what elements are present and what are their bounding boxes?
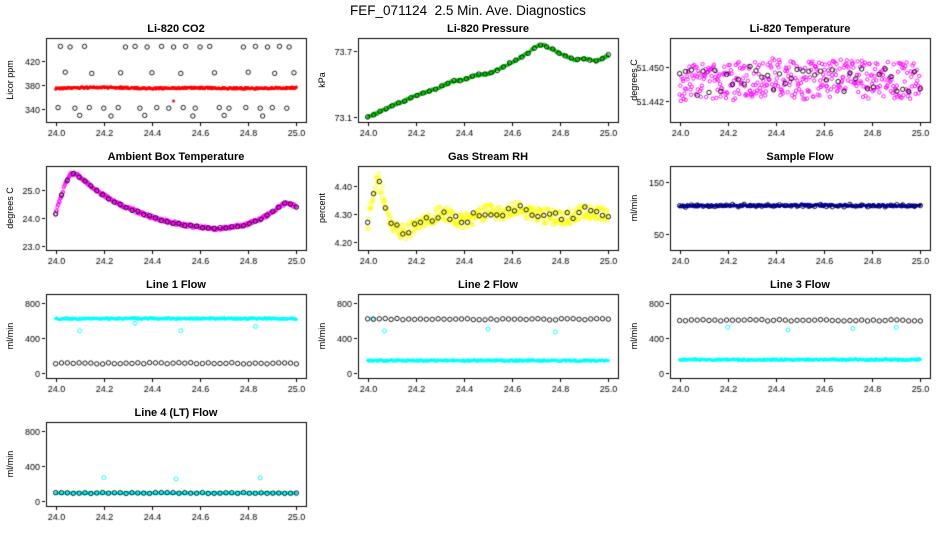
panel-sample-flow: Sample Flow ml/min [624,150,936,278]
plots-grid: Li-820 CO2 Licor ppm Li-820 Pressure kPa… [0,22,936,534]
panel-line1-flow: Line 1 Flow ml/min [0,278,312,406]
line2-flow-plot [312,278,624,406]
li820-co2-plot [0,22,312,150]
empty-cell [312,406,624,534]
empty-cell [624,406,936,534]
li820-temperature-plot [624,22,936,150]
panel-li820-co2: Li-820 CO2 Licor ppm [0,22,312,150]
panel-line3-flow: Line 3 Flow ml/min [624,278,936,406]
panel-li820-temperature: Li-820 Temperature degrees C [624,22,936,150]
panel-line4-lt-flow: Line 4 (LT) Flow ml/min [0,406,312,534]
page-title: FEF_071124 2.5 Min. Ave. Diagnostics [350,3,586,18]
panel-li820-pressure: Li-820 Pressure kPa [312,22,624,150]
panel-gas-stream-rh: Gas Stream RH percent [312,150,624,278]
line4-lt-flow-plot [0,406,312,534]
sample-flow-plot [624,150,936,278]
panel-line2-flow: Line 2 Flow ml/min [312,278,624,406]
line1-flow-plot [0,278,312,406]
line3-flow-plot [624,278,936,406]
li820-pressure-plot [312,22,624,150]
gas-stream-rh-plot [312,150,624,278]
panel-ambient-box-temperature: Ambient Box Temperature degrees C [0,150,312,278]
ambient-box-temperature-plot [0,150,312,278]
